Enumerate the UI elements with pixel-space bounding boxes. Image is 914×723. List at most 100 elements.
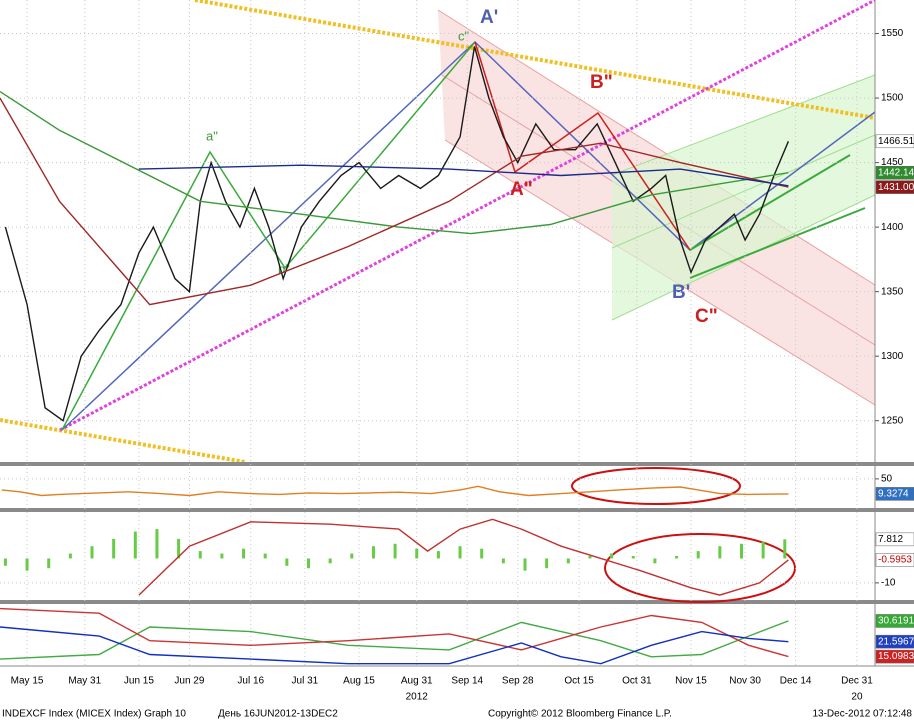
histogram-bar: [133, 531, 137, 559]
histogram-bar: [393, 543, 397, 559]
price-label: 1431.00: [878, 182, 914, 193]
histogram-bar: [3, 558, 7, 566]
x-tick-label: Oct 15: [564, 676, 594, 687]
x-tick-label: Dec 31: [841, 676, 873, 687]
wave-line: [474, 41, 691, 251]
price-label: 1442.14: [878, 167, 914, 178]
trend-line: [0, 418, 246, 464]
series-line: [4, 46, 790, 422]
histogram-bar: [220, 553, 224, 559]
panel-separator: [0, 600, 914, 604]
y-tick-label: 1300: [881, 351, 904, 362]
histogram-bar: [371, 546, 375, 559]
histogram-bar: [480, 548, 484, 559]
series-line: [0, 91, 789, 235]
y-tick-label: 1550: [881, 28, 904, 39]
trend-line: [59, 0, 876, 432]
y-tick-label: 1450: [881, 157, 904, 168]
x-tick-label: Jun 15: [124, 676, 154, 687]
footer-source: INDEXCF Index (MICEX Index) Graph 10: [2, 709, 186, 720]
series-line: [138, 518, 789, 596]
x-tick-label: Nov 15: [675, 676, 707, 687]
histogram-bar: [307, 558, 311, 569]
x-tick-label: Oct 31: [622, 676, 652, 687]
footer-copyright: Copyright© 2012 Bloomberg Finance L.P.: [488, 709, 672, 720]
x-tick-label: Jul 31: [292, 676, 319, 687]
y-tick-label: 1500: [881, 93, 904, 104]
series-line: [0, 626, 789, 665]
y-tick-label: 1250: [881, 415, 904, 426]
histogram-bar: [631, 556, 635, 559]
highlight-ellipse: [604, 533, 796, 603]
year-label: 2012: [406, 692, 429, 703]
histogram-bar: [739, 543, 743, 559]
histogram-bar: [523, 558, 527, 571]
x-tick-label: Dec 14: [780, 676, 812, 687]
histogram-bar: [415, 548, 419, 559]
highlight-ellipse: [571, 467, 741, 505]
series-line: [1, 485, 789, 497]
histogram-bar: [761, 541, 765, 559]
histogram-bar: [718, 546, 722, 559]
price-label: 7.812: [878, 534, 903, 545]
histogram-bar: [155, 529, 159, 559]
series-line: [0, 607, 789, 658]
histogram-bar: [68, 553, 72, 559]
panel-separator: [0, 508, 914, 512]
histogram-bar: [177, 538, 181, 559]
histogram-bar: [285, 558, 289, 566]
annotation: A': [480, 7, 498, 28]
histogram-bar: [588, 556, 592, 559]
x-tick-label: Sep 14: [451, 676, 483, 687]
x-tick-label: Nov 30: [729, 676, 761, 687]
histogram-bar: [47, 558, 51, 569]
annotation: A": [510, 179, 533, 200]
histogram-bar: [112, 538, 116, 559]
annotation: B": [590, 72, 613, 93]
series-line: [0, 620, 789, 660]
trend-line: [194, 0, 876, 120]
year-label: 20: [851, 692, 863, 703]
price-label-box: [875, 134, 914, 149]
histogram-bar: [783, 539, 787, 559]
x-tick-label: Aug 15: [343, 676, 375, 687]
histogram-bar: [566, 558, 570, 564]
price-label: 1466.51: [878, 136, 914, 147]
x-tick-label: Sep 28: [502, 676, 534, 687]
annotation: a": [206, 128, 218, 143]
price-label: 30.6191: [878, 616, 914, 627]
price-label: -0.5953: [878, 555, 912, 566]
x-tick-label: Aug 31: [401, 676, 433, 687]
price-label-box: [875, 165, 914, 180]
histogram-bar: [610, 553, 614, 559]
footer-period: День 16JUN2012-13DEC2: [218, 709, 338, 720]
price-label-box: [875, 487, 914, 501]
price-label-box: [875, 649, 914, 664]
footer-timestamp: 13-Dec-2012 07:12:48: [812, 709, 912, 720]
series-line: [0, 97, 789, 306]
histogram-bar: [696, 551, 700, 559]
price-label-box: [875, 553, 914, 567]
panel-separator: [0, 462, 914, 466]
x-tick-label: Jun 29: [174, 676, 204, 687]
price-label-box: [875, 634, 914, 649]
y-tick-label: -10: [881, 578, 896, 589]
histogram-bar: [198, 551, 202, 559]
price-label: 21.5967: [878, 636, 914, 647]
y-tick-label: 1400: [881, 222, 904, 233]
channel-line: [611, 134, 876, 249]
price-label-box: [875, 532, 914, 547]
histogram-bar: [328, 558, 332, 564]
annotation: c": [458, 28, 470, 43]
x-tick-label: May 31: [68, 676, 101, 687]
histogram-bar: [90, 546, 94, 559]
price-label-box: [875, 180, 914, 194]
histogram-bar: [242, 548, 246, 559]
channel-line: [611, 74, 876, 176]
histogram-bar: [501, 558, 505, 564]
series-line: [138, 164, 789, 187]
green-channel: [612, 75, 875, 320]
trend-line: [689, 154, 851, 251]
